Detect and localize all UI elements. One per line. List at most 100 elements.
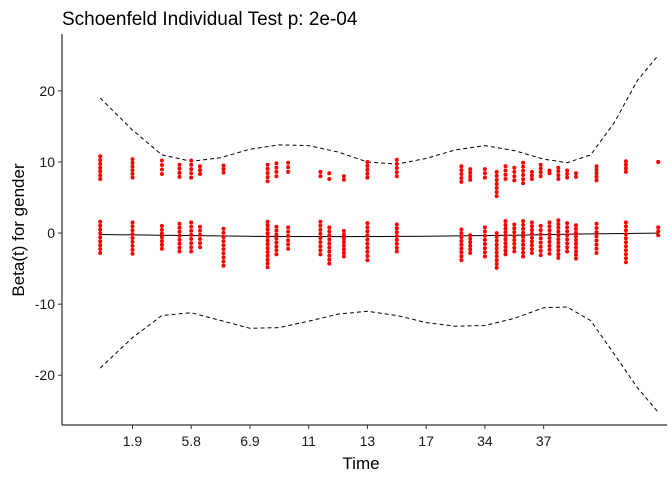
residual-point-upper bbox=[565, 175, 570, 180]
residual-point-lower bbox=[286, 229, 291, 234]
residual-point-lower bbox=[130, 228, 135, 233]
residual-point-lower bbox=[494, 238, 499, 243]
residual-point-upper bbox=[159, 172, 164, 176]
residual-point-lower bbox=[318, 252, 323, 257]
residual-point-lower bbox=[521, 246, 526, 251]
residual-point-upper bbox=[574, 171, 578, 176]
residual-point-lower bbox=[327, 257, 332, 262]
residual-point-lower bbox=[98, 251, 103, 255]
residual-point-upper bbox=[556, 165, 561, 170]
residual-point-lower bbox=[547, 228, 552, 233]
residual-point-lower bbox=[521, 254, 526, 259]
residual-point-upper bbox=[159, 158, 164, 163]
residual-point-lower bbox=[503, 230, 508, 235]
residual-point-upper bbox=[159, 167, 164, 172]
residual-point-lower bbox=[512, 234, 517, 239]
x-tick-label: 34 bbox=[477, 433, 493, 449]
residual-point-lower bbox=[521, 226, 526, 231]
residual-point-lower bbox=[512, 230, 517, 235]
residual-point-lower bbox=[594, 246, 599, 251]
residual-point-lower bbox=[512, 249, 517, 254]
residual-point-lower bbox=[547, 232, 552, 237]
residual-point-upper bbox=[494, 190, 499, 195]
residual-point-lower bbox=[341, 239, 346, 244]
residual-point-upper bbox=[98, 177, 103, 181]
residual-point-lower bbox=[574, 230, 578, 235]
residual-point-lower bbox=[365, 245, 370, 250]
residual-point-upper bbox=[547, 168, 552, 173]
residual-point-lower bbox=[159, 239, 164, 244]
residual-point-lower bbox=[594, 251, 599, 255]
residual-point-upper bbox=[130, 168, 135, 173]
residual-point-upper bbox=[365, 163, 370, 168]
residual-point-lower bbox=[177, 245, 182, 250]
residual-point-lower bbox=[574, 249, 578, 254]
residual-point-lower bbox=[459, 239, 464, 243]
residual-point-upper bbox=[482, 167, 487, 172]
residual-point-upper bbox=[98, 158, 103, 163]
residual-point-lower bbox=[468, 233, 473, 238]
residual-point-lower bbox=[482, 237, 487, 242]
residual-point-lower bbox=[565, 233, 570, 238]
residual-point-lower bbox=[574, 252, 578, 257]
residual-point-upper bbox=[177, 166, 182, 171]
residual-point-upper bbox=[494, 182, 499, 186]
residual-point-lower bbox=[365, 225, 370, 230]
residual-point-lower bbox=[130, 232, 135, 237]
residual-point-lower bbox=[503, 219, 508, 223]
residual-point-upper bbox=[494, 186, 499, 190]
residual-point-upper bbox=[130, 157, 135, 162]
x-tick-label: 17 bbox=[418, 433, 434, 449]
residual-point-upper bbox=[98, 169, 103, 174]
residual-point-lower bbox=[189, 245, 194, 250]
residual-point-lower bbox=[265, 223, 270, 228]
residual-point-lower bbox=[459, 235, 464, 240]
residual-point-upper bbox=[159, 163, 164, 167]
residual-point-lower bbox=[274, 224, 279, 229]
residual-point-lower bbox=[547, 220, 552, 225]
residual-point-lower bbox=[274, 248, 279, 253]
residual-point-lower bbox=[529, 224, 534, 229]
residual-point-lower bbox=[594, 221, 599, 226]
residual-point-lower bbox=[327, 241, 332, 246]
residual-point-upper bbox=[594, 178, 599, 183]
residual-point-lower bbox=[198, 241, 202, 246]
residual-point-upper bbox=[594, 174, 599, 179]
residual-point-upper bbox=[565, 172, 570, 176]
residual-point-lower bbox=[623, 252, 628, 257]
residual-point-upper bbox=[594, 164, 599, 169]
residual-point-upper bbox=[623, 166, 628, 171]
residual-point-upper bbox=[189, 175, 194, 180]
residual-point-lower bbox=[265, 219, 270, 224]
residual-point-upper bbox=[556, 177, 561, 181]
residual-point-lower bbox=[556, 225, 561, 230]
residual-point-lower bbox=[547, 251, 552, 256]
residual-point-lower bbox=[365, 241, 370, 246]
residual-point-lower bbox=[189, 232, 194, 237]
residual-point-upper bbox=[274, 174, 279, 179]
residual-point-upper bbox=[130, 164, 135, 169]
residual-point-upper bbox=[594, 171, 599, 176]
residual-point-upper bbox=[521, 168, 526, 173]
residual-point-lower bbox=[468, 247, 473, 252]
residual-point-upper bbox=[521, 177, 526, 182]
residual-point-lower bbox=[459, 227, 464, 232]
residual-point-lower bbox=[623, 260, 628, 265]
residual-point-upper bbox=[365, 171, 370, 176]
residual-point-lower bbox=[556, 222, 561, 226]
residual-point-lower bbox=[198, 228, 202, 233]
residual-point-lower bbox=[623, 224, 628, 229]
residual-point-lower bbox=[529, 231, 534, 236]
residual-point-lower bbox=[365, 237, 370, 242]
residual-point-upper bbox=[538, 170, 543, 175]
residual-point-lower bbox=[656, 225, 661, 230]
residual-point-lower bbox=[177, 229, 182, 234]
residual-point-lower bbox=[198, 224, 202, 229]
residual-point-lower bbox=[547, 247, 552, 252]
residual-point-upper bbox=[521, 160, 526, 165]
residual-point-upper bbox=[327, 177, 332, 181]
residual-point-lower bbox=[494, 242, 499, 247]
residual-point-lower bbox=[130, 239, 135, 244]
residual-point-lower bbox=[286, 225, 291, 230]
residual-point-lower bbox=[503, 248, 508, 253]
